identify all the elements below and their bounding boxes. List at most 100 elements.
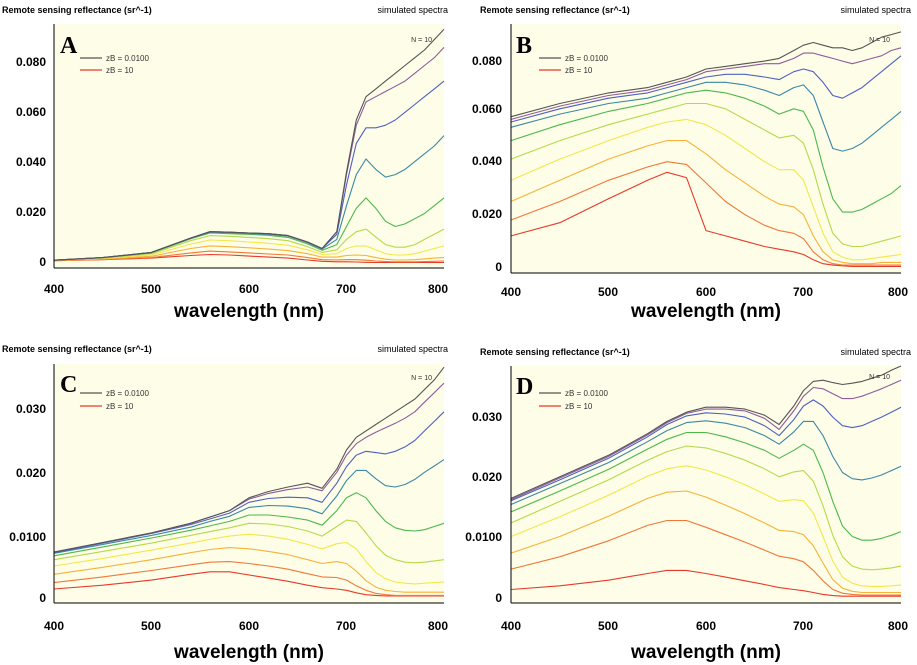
n-label: N = 10: [869, 37, 890, 44]
y-axis-title: Remote sensing reflectance (sr^-1): [2, 5, 152, 15]
spectrum-line: [510, 399, 902, 502]
spectrum-line: [510, 81, 902, 152]
panel-letter: C: [60, 372, 77, 398]
spectrum-line: [53, 28, 445, 261]
series-group: [53, 366, 445, 597]
x-tick-label: 500: [141, 282, 161, 296]
legend-label-last: zB = 10: [106, 66, 134, 75]
spectrum-line: [510, 171, 901, 267]
spectrum-line: [53, 253, 444, 264]
y-tick-label: 0.030: [472, 410, 502, 424]
panel-c: Remote sensing reflectance (sr^-1) simul…: [2, 344, 448, 663]
plot-area: [54, 364, 444, 603]
x-tick-label: 800: [888, 285, 908, 299]
spectrum-line: [510, 161, 901, 266]
x-tick-label: 800: [888, 619, 908, 633]
spectrum-line: [510, 431, 902, 541]
x-tick-label: 400: [44, 282, 64, 296]
x-tick-label: 700: [793, 619, 813, 633]
y-axis-title: Remote sensing reflectance (sr^-1): [480, 5, 630, 15]
corner-label: simulated spectra: [377, 5, 448, 15]
spectrum-line: [53, 245, 445, 262]
y-tick-label: 0.0100: [9, 530, 46, 544]
spectrum-line: [510, 519, 901, 596]
x-tick-label: 500: [141, 619, 161, 633]
y-tick-label: 0.0100: [465, 530, 502, 544]
spectrum-line: [53, 547, 444, 593]
panel-a: Remote sensing reflectance (sr^-1) simul…: [2, 5, 448, 322]
x-tick-label: 600: [696, 619, 716, 633]
x-tick-label: 800: [428, 282, 448, 296]
n-label: N = 10: [411, 375, 432, 382]
spectrum-line: [510, 465, 902, 587]
x-tick-label: 600: [239, 282, 259, 296]
spectrum-line: [510, 31, 902, 118]
y-tick-label: 0: [495, 260, 502, 274]
x-axis-title: wavelength (nm): [173, 642, 324, 663]
legend-label-last: zB = 10: [106, 402, 134, 411]
spectrum-line: [53, 250, 445, 263]
spectrum-line: [510, 569, 901, 597]
x-axis-title: wavelength (nm): [630, 642, 781, 663]
n-label: N = 10: [411, 37, 432, 44]
y-tick-label: 0.020: [472, 207, 502, 221]
spectrum-line: [510, 379, 902, 501]
x-tick-label: 600: [696, 285, 716, 299]
x-tick-label: 600: [239, 619, 259, 633]
spectrum-line: [53, 533, 445, 585]
x-tick-label: 700: [336, 282, 356, 296]
spectrum-line: [510, 420, 902, 506]
y-tick-label: 0.040: [16, 155, 46, 169]
legend-label-first: zB = 0.0100: [106, 389, 149, 398]
x-tick-label: 400: [44, 619, 64, 633]
spectrum-line: [53, 411, 445, 554]
spectrum-line: [510, 55, 902, 123]
plot-area: [54, 24, 444, 268]
panel-letter: B: [516, 33, 532, 59]
panel-letter: A: [60, 33, 78, 59]
spectrum-line: [510, 445, 902, 571]
corner-label: simulated spectra: [840, 5, 911, 15]
x-axis-title: wavelength (nm): [630, 301, 781, 322]
x-tick-label: 400: [501, 619, 521, 633]
panel-b: Remote sensing reflectance (sr^-1) simul…: [472, 5, 911, 322]
spectrum-line: [53, 571, 444, 597]
spectrum-line: [510, 140, 901, 265]
corner-label: simulated spectra: [840, 347, 911, 357]
spectrum-line: [510, 490, 901, 594]
x-tick-label: 700: [793, 285, 813, 299]
spectrum-line: [53, 492, 445, 557]
corner-label: simulated spectra: [377, 344, 448, 354]
y-tick-label: 0.080: [16, 55, 46, 69]
panel-d: Remote sensing reflectance (sr^-1) simul…: [465, 347, 911, 663]
panel-letter: D: [516, 374, 533, 400]
spectrum-line: [53, 228, 445, 261]
n-label: N = 10: [869, 374, 890, 381]
legend-label-first: zB = 0.0100: [106, 54, 149, 63]
y-tick-label: 0.020: [16, 205, 46, 219]
x-tick-label: 400: [501, 285, 521, 299]
x-tick-label: 500: [598, 619, 618, 633]
x-tick-label: 800: [428, 619, 448, 633]
y-tick-label: 0.030: [16, 402, 46, 416]
y-tick-label: 0: [39, 255, 46, 269]
spectrum-line: [53, 519, 445, 564]
spectrum-line: [510, 365, 902, 499]
legend-label-first: zB = 0.0100: [565, 54, 608, 63]
spectrum-line: [53, 459, 445, 554]
y-tick-label: 0.060: [16, 105, 46, 119]
plot-area: [511, 24, 901, 273]
series-group: [510, 365, 902, 597]
spectrum-line: [510, 89, 902, 213]
y-tick-label: 0.020: [16, 466, 46, 480]
y-tick-label: 0.020: [472, 470, 502, 484]
spectrum-line: [53, 239, 445, 261]
spectrum-line: [53, 197, 445, 261]
y-tick-label: 0: [495, 591, 502, 605]
plot-area: [511, 366, 901, 603]
x-tick-label: 700: [336, 619, 356, 633]
legend-label-last: zB = 10: [565, 66, 593, 75]
spectrum-line: [510, 118, 902, 261]
spectrum-line: [53, 561, 444, 596]
